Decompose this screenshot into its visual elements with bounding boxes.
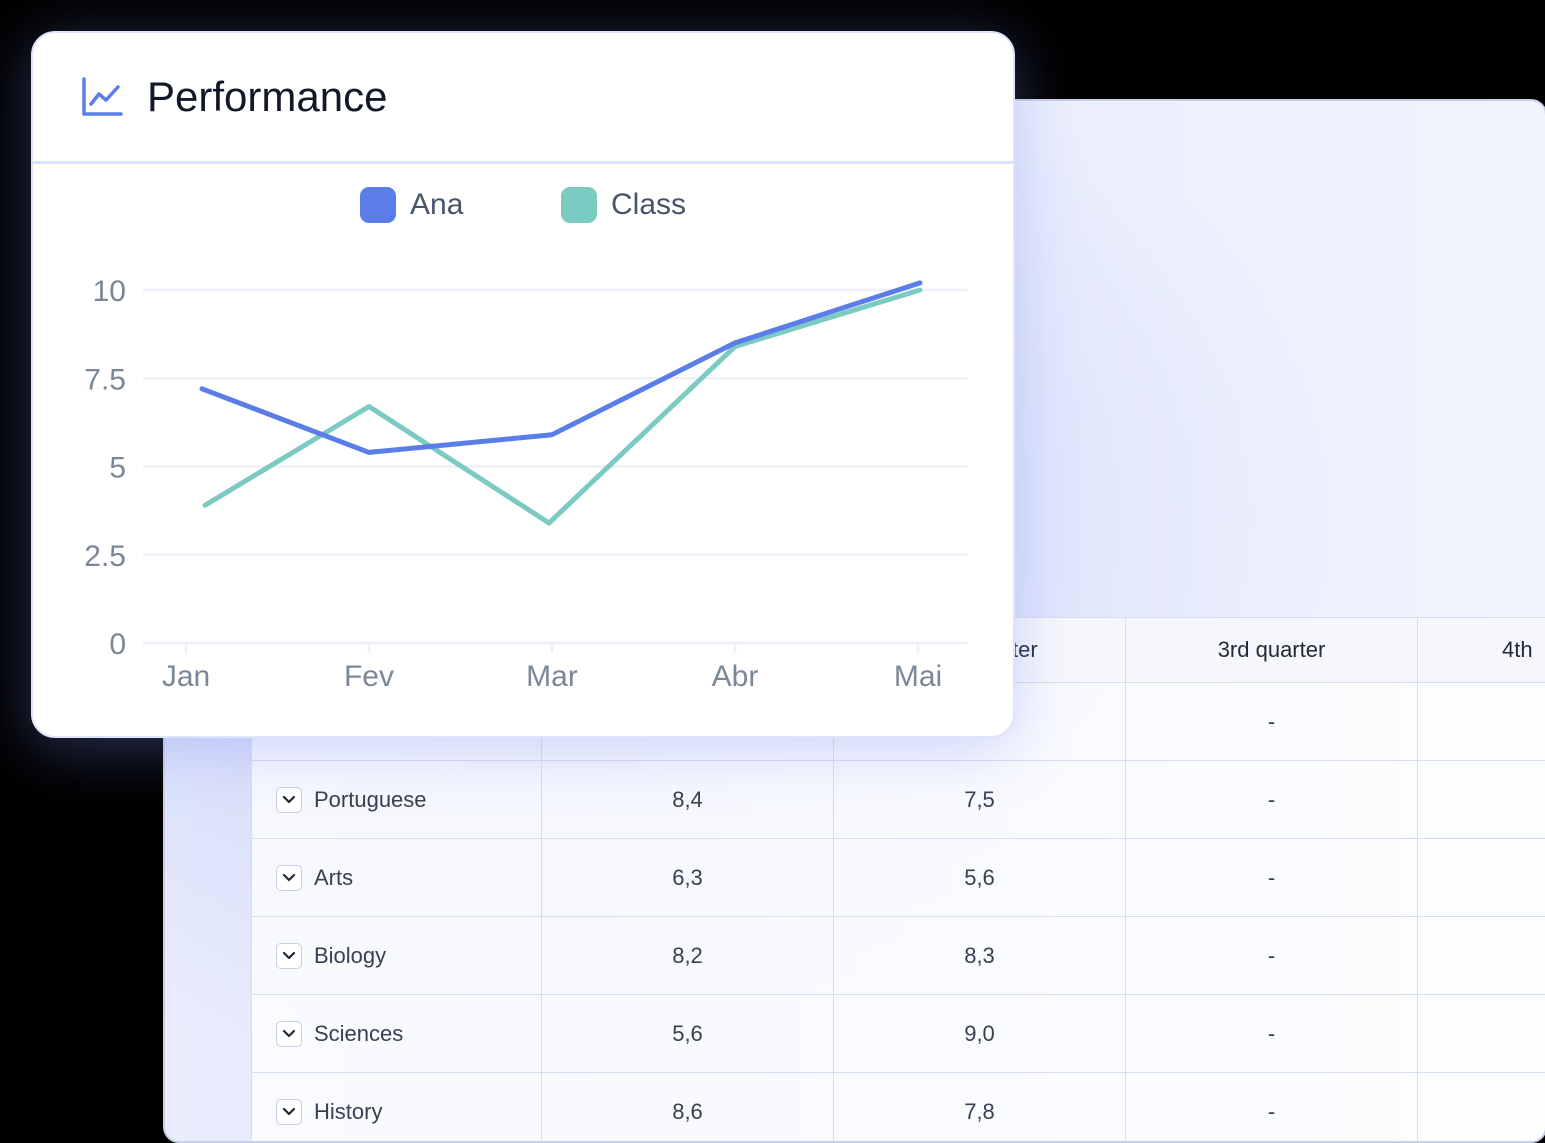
grade-cell [1418, 917, 1545, 995]
x-tick-label: Fev [344, 660, 394, 693]
grade-cell: - [1126, 995, 1418, 1073]
header-third-quarter-label: 3rd quarter [1218, 637, 1326, 662]
grade-cell [1418, 1073, 1545, 1143]
grade-cell: - [1126, 839, 1418, 917]
subject-label: Sciences [314, 1021, 403, 1046]
performance-header: Performance [33, 33, 1013, 164]
expand-row-button[interactable] [276, 943, 302, 969]
grade-cell: 8,2 [542, 917, 834, 995]
subject-cell: Arts [252, 839, 542, 917]
grade-cell: 8,4 [542, 761, 834, 839]
grade-cell: - [1126, 1073, 1418, 1143]
table-row: Portuguese 8,4 7,5 - [252, 761, 1545, 839]
header-fourth-quarter-label: 4th [1502, 637, 1533, 662]
chevron-down-icon [282, 873, 296, 883]
grade-cell [1418, 683, 1545, 761]
subject-cell: Portuguese [252, 761, 542, 839]
chevron-down-icon [282, 795, 296, 805]
legend-item-ana[interactable]: Ana [360, 187, 463, 223]
performance-chart: 0 2.5 5 7.5 10 Jan Fev Mar Abr Mai [33, 253, 1013, 733]
table-row: History 8,6 7,8 - [252, 1073, 1545, 1143]
y-tick-label: 2.5 [84, 540, 126, 573]
grade-cell: 8,6 [542, 1073, 834, 1143]
grade-cell: 7,8 [834, 1073, 1126, 1143]
table-row: Arts 6,3 5,6 - [252, 839, 1545, 917]
grade-cell [1418, 761, 1545, 839]
grade-cell: 5,6 [834, 839, 1126, 917]
performance-card: Performance Ana Class 0 2.5 5 7.5 10 Jan Fev Ma… [31, 31, 1015, 738]
chevron-down-icon [282, 1107, 296, 1117]
grade-cell [1418, 995, 1545, 1073]
y-tick-label: 5 [109, 452, 126, 485]
table-row: Biology 8,2 8,3 - [252, 917, 1545, 995]
x-tick-label: Jan [162, 660, 210, 693]
chart-legend: Ana Class [33, 187, 1013, 227]
header-second-quarter-label: ter [1012, 637, 1038, 662]
grade-cell: 9,0 [834, 995, 1126, 1073]
grade-cell: - [1126, 683, 1418, 761]
subject-label: Portuguese [314, 787, 427, 812]
y-tick-label: 7.5 [84, 363, 126, 396]
grade-cell [1418, 839, 1545, 917]
grade-cell: - [1126, 761, 1418, 839]
table-row: Sciences 5,6 9,0 - [252, 995, 1545, 1073]
y-tick-label: 10 [93, 275, 126, 308]
series-line-ana [202, 283, 920, 453]
subject-cell: Biology [252, 917, 542, 995]
grade-cell: 6,3 [542, 839, 834, 917]
expand-row-button[interactable] [276, 865, 302, 891]
legend-item-class[interactable]: Class [561, 187, 686, 223]
legend-swatch-ana [360, 187, 396, 223]
grade-cell: 8,3 [834, 917, 1126, 995]
header-third-quarter[interactable]: 3rd quarter [1126, 618, 1418, 683]
legend-label-class: Class [611, 188, 686, 222]
header-fourth-quarter[interactable]: 4th [1418, 618, 1545, 683]
subject-cell: Sciences [252, 995, 542, 1073]
expand-row-button[interactable] [276, 1021, 302, 1047]
chevron-down-icon [282, 951, 296, 961]
subject-cell: History [252, 1073, 542, 1143]
card-title: Performance [147, 73, 387, 121]
grade-cell: 7,5 [834, 761, 1126, 839]
subject-label: Arts [314, 865, 353, 890]
expand-row-button[interactable] [276, 787, 302, 813]
expand-row-button[interactable] [276, 1099, 302, 1125]
legend-label-ana: Ana [410, 188, 463, 222]
line-chart-icon [81, 77, 123, 117]
legend-swatch-class [561, 187, 597, 223]
subject-label: Biology [314, 943, 386, 968]
chevron-down-icon [282, 1029, 296, 1039]
grade-cell: - [1126, 917, 1418, 995]
x-tick-label: Mai [894, 660, 942, 693]
x-tick-label: Abr [712, 660, 759, 693]
grade-cell: 5,6 [542, 995, 834, 1073]
series-line-class [205, 290, 920, 523]
subject-label: History [314, 1099, 382, 1124]
x-tick-label: Mar [526, 660, 578, 693]
y-tick-label: 0 [109, 628, 126, 661]
